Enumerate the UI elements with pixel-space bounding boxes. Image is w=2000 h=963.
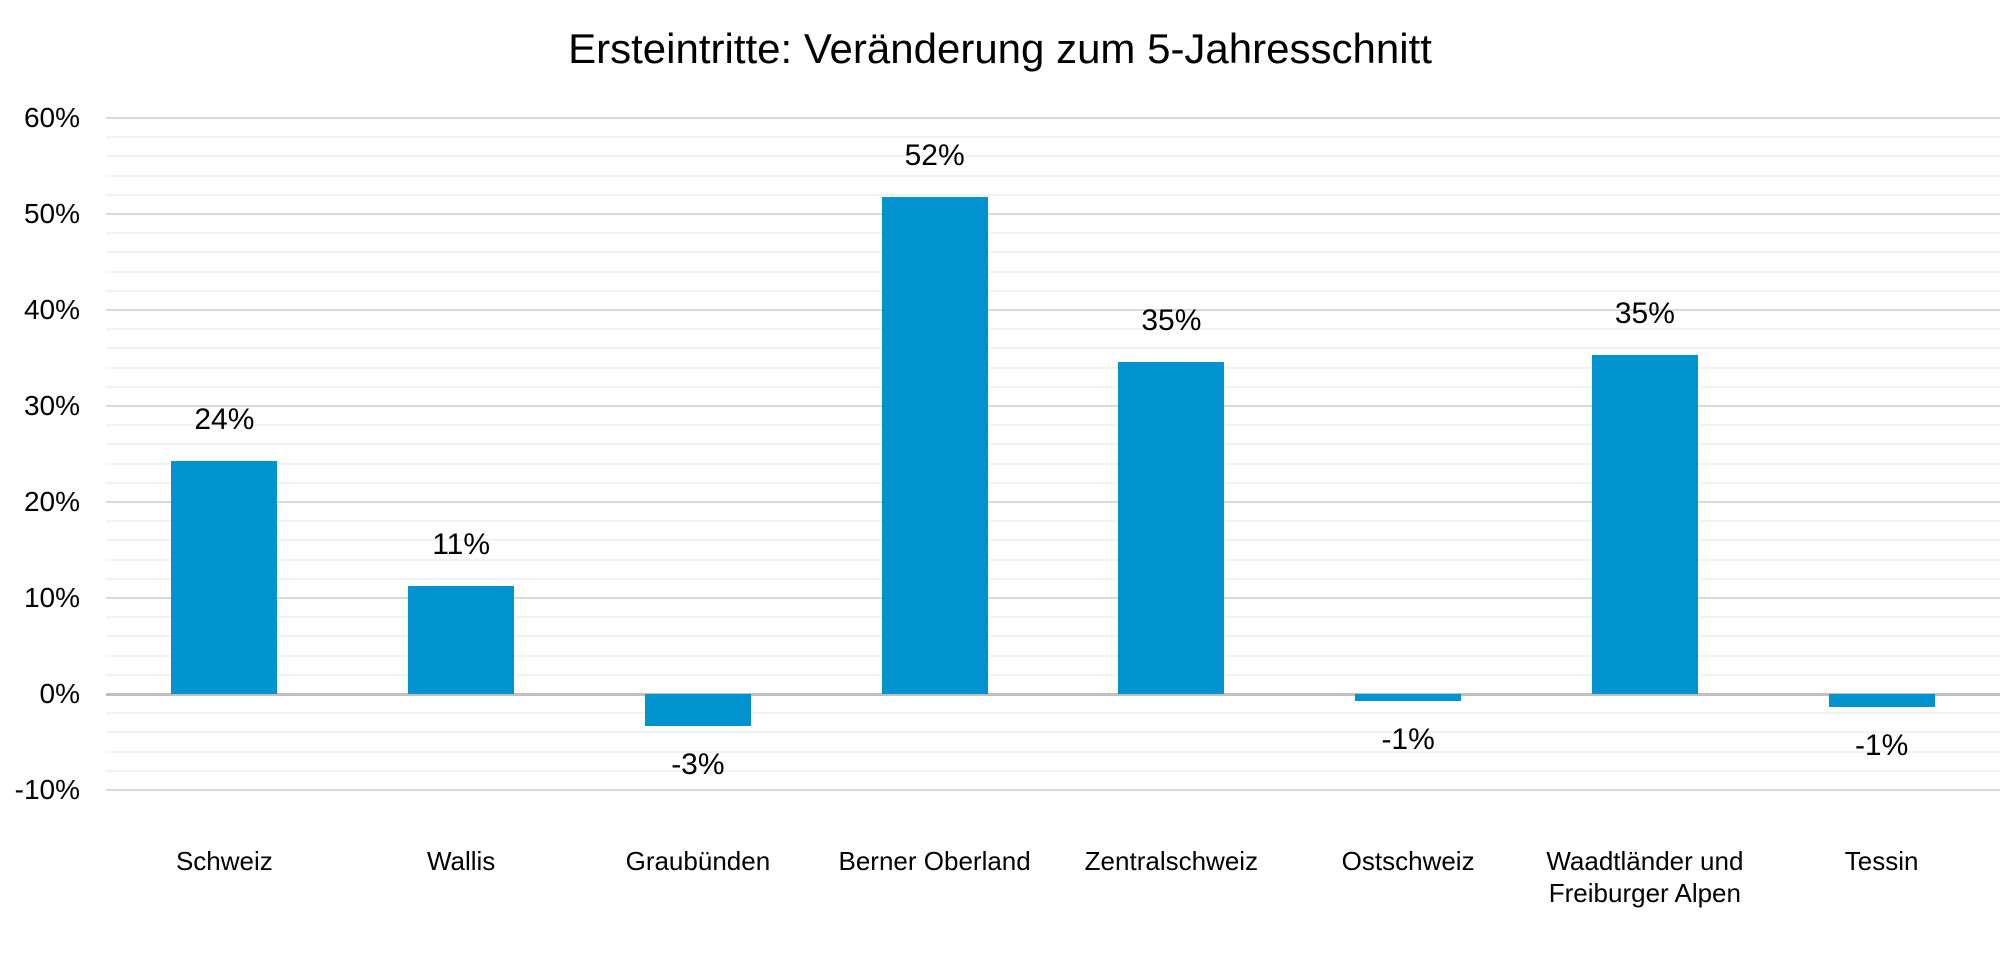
minor-gridline xyxy=(106,731,2000,734)
minor-gridline xyxy=(106,251,2000,254)
bar-wallis xyxy=(408,585,515,694)
minor-gridline xyxy=(106,462,2000,465)
data-label: -1% xyxy=(1381,722,1435,756)
data-label: -3% xyxy=(671,747,725,781)
data-label: -1% xyxy=(1854,729,1909,763)
x-category-label: Wallis xyxy=(426,846,496,876)
major-gridline xyxy=(106,213,2000,215)
x-category-label: Berner Oberland xyxy=(838,846,1031,876)
x-category-label: Ostschweiz xyxy=(1341,846,1475,876)
major-gridline xyxy=(106,597,2000,599)
y-tick-label: 30% xyxy=(23,390,80,421)
x-category-label: Schweiz xyxy=(175,846,273,876)
minor-gridline xyxy=(106,347,2000,350)
minor-gridline xyxy=(106,174,2000,177)
minor-gridline xyxy=(106,289,2000,292)
y-tick-label: 0% xyxy=(39,678,80,709)
minor-gridline xyxy=(106,539,2000,542)
major-gridline xyxy=(106,789,2000,791)
x-category-label: Tessin xyxy=(1844,846,1919,876)
bar-schweiz xyxy=(171,460,278,694)
minor-gridline xyxy=(106,385,2000,388)
major-gridline xyxy=(106,117,2000,119)
y-tick-label: -10% xyxy=(14,774,80,805)
minor-gridline xyxy=(106,520,2000,523)
minor-gridline xyxy=(106,270,2000,273)
data-label: 52% xyxy=(904,138,965,172)
minor-gridline xyxy=(106,654,2000,657)
minor-gridline xyxy=(106,328,2000,331)
minor-gridline xyxy=(106,424,2000,427)
bar-berner-oberland xyxy=(881,196,988,694)
major-gridline xyxy=(106,309,2000,311)
bar-ostschweiz xyxy=(1355,694,1462,701)
minor-gridline xyxy=(106,769,2000,772)
y-tick-label: 20% xyxy=(23,486,80,517)
bar-tessin xyxy=(1828,694,1935,708)
zero-gridline xyxy=(106,693,2000,696)
major-gridline xyxy=(106,405,2000,407)
y-tick-label: 10% xyxy=(23,582,80,613)
data-label: 11% xyxy=(432,527,491,561)
data-label: 35% xyxy=(1614,297,1675,331)
y-tick-label: 60% xyxy=(23,102,80,133)
data-label: 24% xyxy=(194,402,255,436)
bar-graub-nden xyxy=(644,694,751,726)
minor-gridline xyxy=(106,366,2000,369)
bar-waadtl-nder-und-freiburger-alpen xyxy=(1591,355,1698,694)
minor-gridline xyxy=(106,481,2000,484)
y-tick-label: 50% xyxy=(23,198,80,229)
minor-gridline xyxy=(106,577,2000,580)
chart-title: Ersteintritte: Veränderung zum 5-Jahress… xyxy=(568,25,1432,72)
major-gridline xyxy=(106,501,2000,503)
y-tick-label: 40% xyxy=(23,294,80,325)
minor-gridline xyxy=(106,155,2000,158)
minor-gridline xyxy=(106,673,2000,676)
minor-gridline xyxy=(106,193,2000,196)
minor-gridline xyxy=(106,750,2000,753)
minor-gridline xyxy=(106,616,2000,619)
minor-gridline xyxy=(106,232,2000,235)
minor-gridline xyxy=(106,136,2000,139)
x-category-label: Graubünden xyxy=(625,846,771,876)
x-category-label: Zentralschweiz xyxy=(1084,846,1259,876)
minor-gridline xyxy=(106,443,2000,446)
x-category-label: Waadtländer und Freiburger Alpen xyxy=(1546,846,1744,908)
minor-gridline xyxy=(106,635,2000,638)
minor-gridline xyxy=(106,558,2000,561)
data-label: 35% xyxy=(1141,303,1202,337)
minor-gridline xyxy=(106,712,2000,715)
bar-zentralschweiz xyxy=(1118,361,1225,694)
